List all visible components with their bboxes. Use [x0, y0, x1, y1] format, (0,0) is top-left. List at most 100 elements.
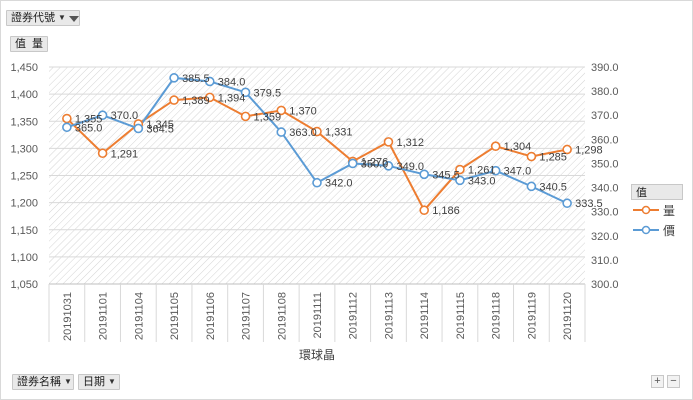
series-0-point: [312, 126, 322, 137]
series-1-data-label: 384.0: [218, 76, 246, 88]
legend-title[interactable]: 值: [631, 184, 683, 200]
series-0-data-label: 1,370: [289, 105, 317, 117]
y-right-tick-label: 350.0: [591, 158, 619, 170]
legend: 值 量 價: [631, 184, 683, 240]
series-1-point: [240, 87, 251, 98]
y-left-tick-label: 1,250: [10, 171, 38, 183]
axis-field-name-button[interactable]: 證券名稱 ▼: [12, 374, 74, 390]
y-left-tick-label: 1,400: [10, 89, 38, 101]
series-1-point: [169, 73, 179, 83]
series-1-point: [419, 169, 430, 180]
series-1-data-label: 379.5: [254, 87, 282, 99]
x-tick-label: 20191108: [276, 292, 288, 340]
x-tick-label: 20191106: [205, 292, 217, 340]
filter-field-button[interactable]: 證券代號 ▼: [6, 10, 80, 26]
y-left-tick-label: 1,100: [10, 252, 38, 264]
y-left-tick-label: 1,150: [10, 225, 38, 237]
value-field-button[interactable]: 值 量: [10, 36, 48, 52]
series-0-data-label: 1,291: [111, 148, 139, 160]
dropdown-arrow-icon: ▼: [58, 13, 66, 22]
x-tick-label: 20191031: [62, 292, 74, 341]
series-0-point: [240, 111, 251, 122]
series-0-point: [526, 151, 537, 162]
series-0-data-label: 1,389: [182, 95, 210, 107]
legend-marker-price: [633, 225, 659, 235]
y-right-tick-label: 320.0: [591, 231, 619, 243]
series-0-data-label: 1,304: [504, 141, 532, 153]
series-0-data-label: 1,331: [325, 127, 353, 139]
axis-field-date-button[interactable]: 日期 ▼: [78, 374, 120, 390]
value-field-sub-label: 量: [32, 38, 43, 50]
y-left-tick-label: 1,350: [10, 116, 38, 128]
series-0-data-label: 1,394: [218, 92, 246, 104]
y-left-tick-label: 1,300: [10, 143, 38, 155]
series-1-data-label: 363.0: [289, 127, 317, 139]
collapse-field-button[interactable]: −: [667, 375, 680, 388]
y-left-tick-label: 1,050: [10, 279, 38, 291]
y-left-tick-label: 1,200: [10, 198, 38, 210]
series-1-data-label: 385.5: [182, 73, 210, 85]
legend-label-volume: 量: [663, 203, 676, 218]
series-0-point: [276, 105, 287, 116]
series-0-point: [562, 144, 572, 155]
series-1-point: [526, 181, 537, 192]
series-0-point: [62, 113, 72, 124]
series-0-point: [97, 148, 108, 159]
series-1-data-label: 343.0: [468, 175, 496, 187]
filter-funnel-icon: [68, 16, 79, 22]
series-1-data-label: 349.0: [396, 161, 424, 173]
series-1-data-label: 347.0: [504, 166, 532, 178]
legend-marker-volume: [633, 205, 659, 215]
series-0-data-label: 1,186: [432, 205, 460, 217]
x-tick-label: 20191120: [562, 292, 574, 340]
x-tick-label: 20191112: [348, 292, 360, 339]
y-right-tick-label: 380.0: [591, 86, 619, 98]
x-tick-label: 20191113: [383, 292, 395, 339]
dropdown-arrow-icon: ▼: [108, 377, 116, 386]
series-0-point: [383, 137, 394, 147]
series-0-point: [490, 141, 501, 152]
series-1-point: [562, 198, 572, 209]
series-0-data-label: 1,345: [146, 119, 174, 131]
filter-field-label: 證券代號: [11, 12, 55, 24]
y-right-tick-label: 390.0: [591, 62, 619, 74]
axis-field-name-label: 證券名稱: [17, 376, 61, 388]
y-right-tick-label: 360.0: [591, 134, 619, 146]
series-0-point: [169, 95, 179, 105]
y-right-tick-label: 370.0: [591, 110, 619, 122]
series-1-point: [205, 76, 215, 87]
series-1-data-label: 365.0: [75, 122, 103, 134]
series-0-data-label: 1,285: [539, 152, 567, 164]
x-tick-label: 20191111: [312, 292, 324, 339]
value-field-label: 值: [15, 38, 26, 50]
series-1-data-label: 333.5: [575, 198, 603, 210]
legend-item-price: 價: [631, 220, 683, 240]
series-1-point: [490, 165, 501, 176]
series-0-point: [455, 164, 465, 175]
series-1-point: [97, 110, 108, 121]
expand-field-button[interactable]: +: [651, 375, 664, 388]
y-left-tick-label: 1,450: [10, 62, 38, 74]
x-tick-label: 20191101: [98, 292, 110, 340]
legend-label-price: 價: [663, 223, 676, 238]
x-tick-label: 20191104: [133, 292, 145, 340]
series-1-data-label: 340.5: [539, 181, 567, 193]
series-0-data-label: 1,359: [254, 111, 282, 123]
series-1-point: [62, 122, 72, 133]
x-tick-label: 20191114: [419, 292, 431, 339]
series-0-point: [419, 205, 430, 216]
legend-item-volume: 量: [631, 200, 683, 220]
series-0-data-label: 1,261: [468, 165, 496, 177]
x-tick-label: 20191105: [169, 292, 181, 340]
series-0-data-label: 1,355: [75, 114, 103, 126]
x-tick-label: 20191118: [491, 292, 503, 339]
x-tick-label: 20191119: [526, 292, 538, 339]
series-0-data-label: 1,276: [361, 156, 389, 168]
series-1-point: [383, 161, 394, 171]
y-right-tick-label: 300.0: [591, 279, 619, 291]
x-tick-label: 20191115: [455, 292, 467, 339]
series-1-data-label: 370.0: [111, 110, 139, 122]
series-1-data-label: 345.5: [432, 169, 460, 181]
x-tick-label: 20191107: [241, 292, 253, 340]
series-0-point: [205, 92, 215, 103]
